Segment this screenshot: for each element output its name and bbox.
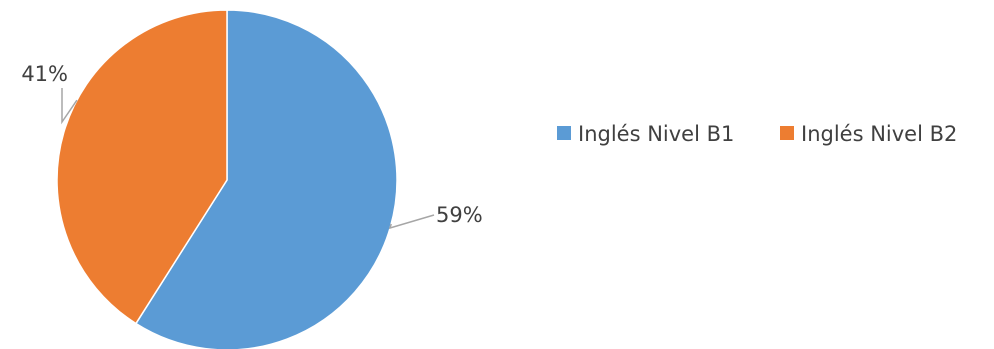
leader-line-2	[61, 88, 78, 125]
pie-slices	[56, 9, 398, 349]
pie-slice-2	[56, 9, 228, 325]
legend-swatch-2	[780, 126, 794, 140]
leader-lines	[61, 88, 435, 230]
legend-label-1: Inglés Nivel B1	[578, 122, 734, 146]
data-label-1: 59%	[436, 203, 483, 227]
legend-swatch-1	[557, 126, 571, 140]
leader-line-1	[388, 214, 435, 230]
legend: Inglés Nivel B1 Inglés Nivel B2	[557, 122, 957, 146]
data-label-2: 41%	[21, 62, 68, 86]
legend-label-2: Inglés Nivel B2	[801, 122, 957, 146]
data-labels: 59% 41%	[21, 62, 482, 227]
